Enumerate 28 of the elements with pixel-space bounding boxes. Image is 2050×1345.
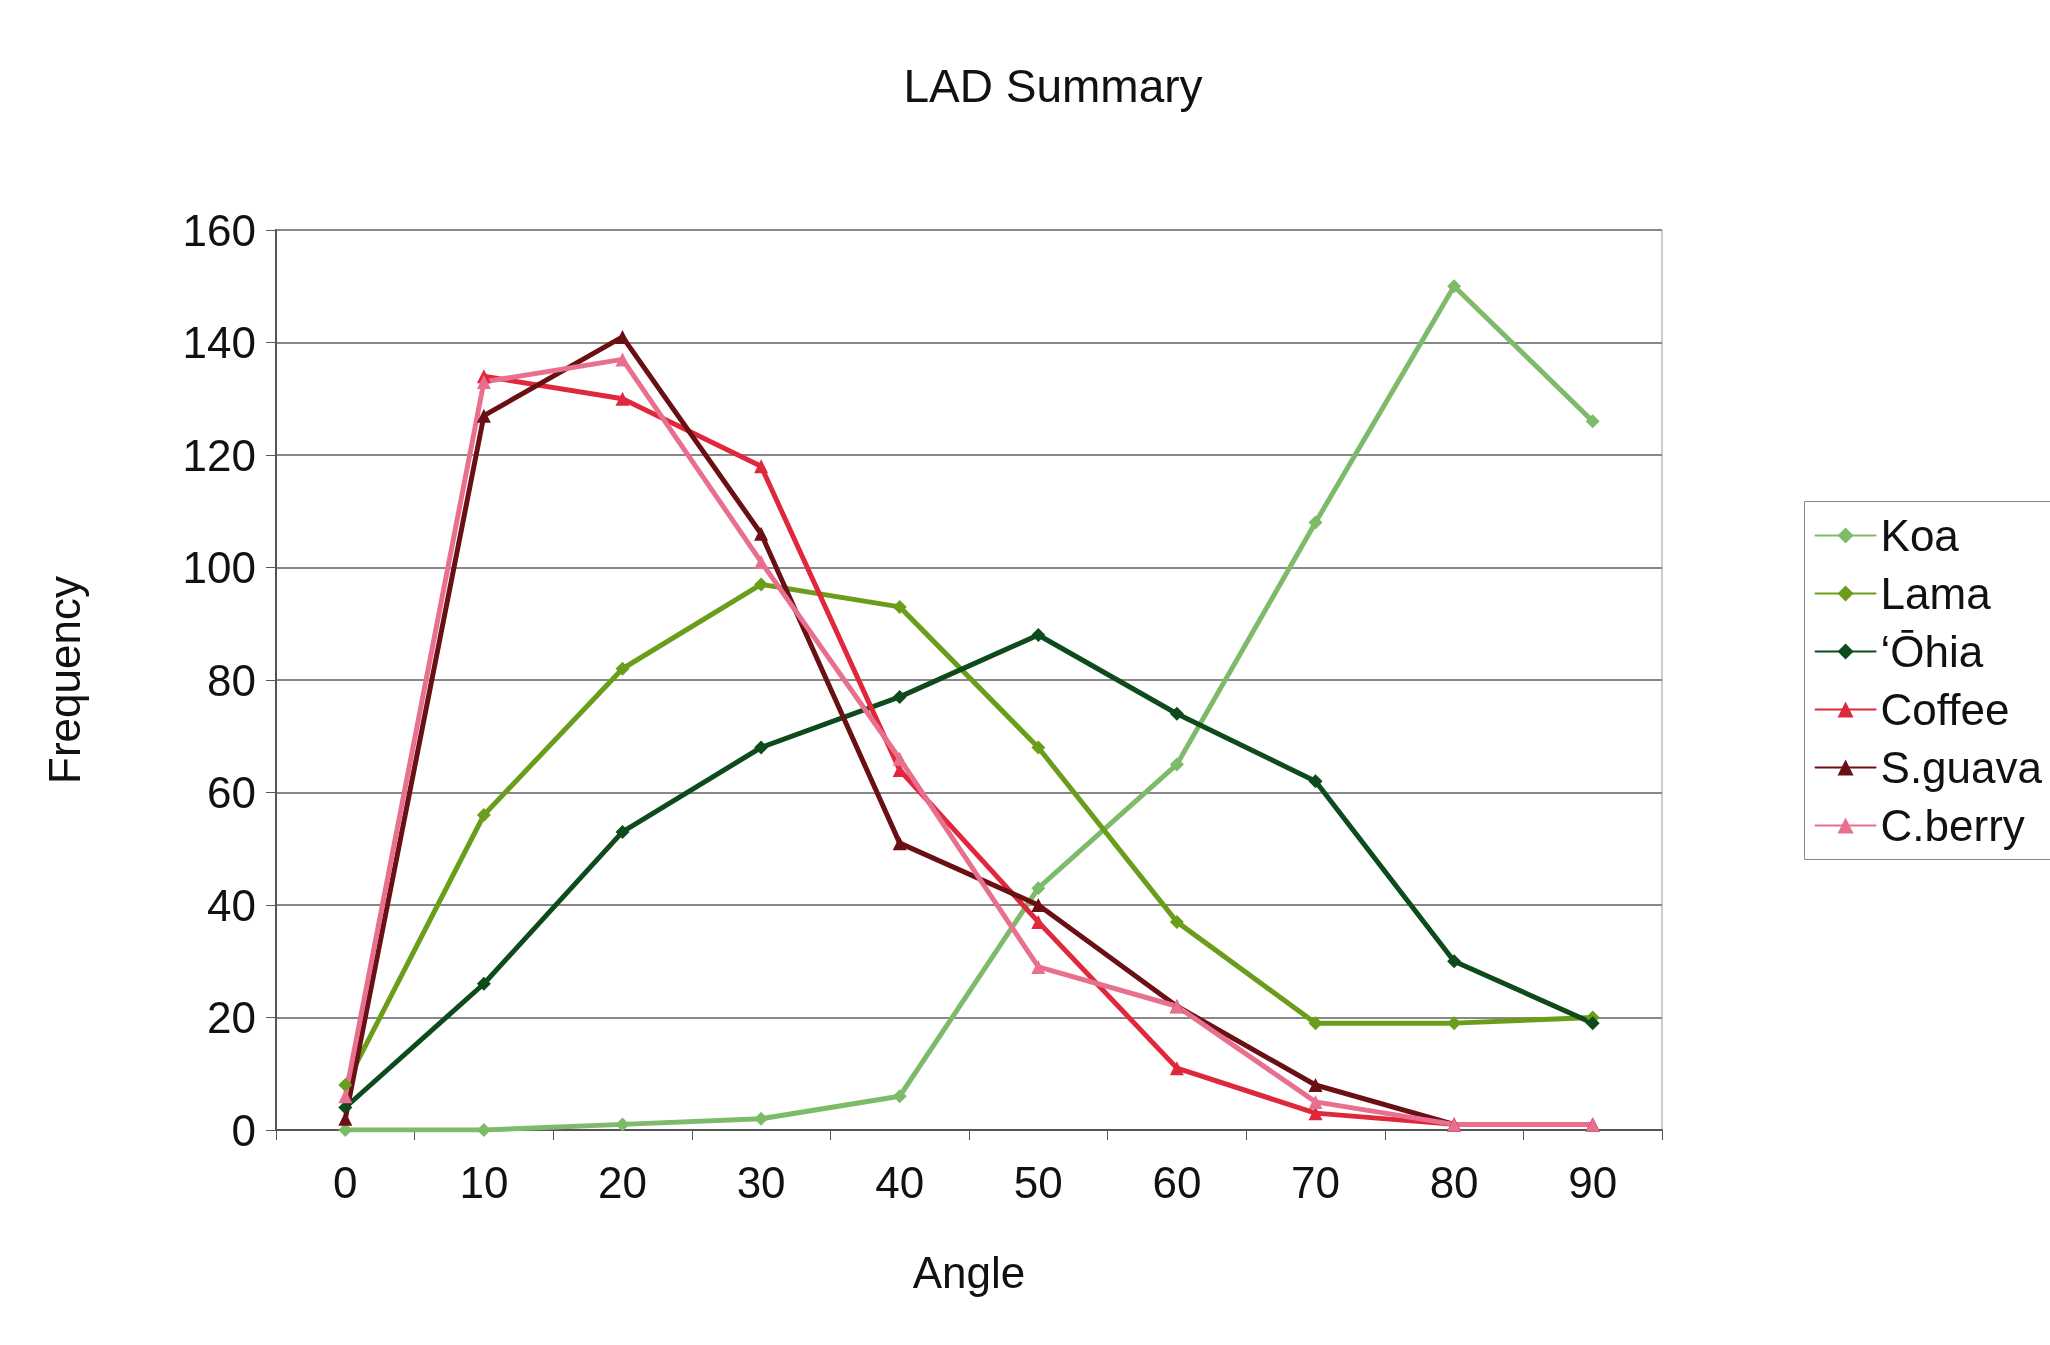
legend-label: S.guava xyxy=(1880,743,2043,792)
y-tick-label: 0 xyxy=(231,1105,256,1155)
x-tick-label: 90 xyxy=(1568,1157,1618,1207)
y-tick-label: 160 xyxy=(182,205,256,255)
x-tick-label: 40 xyxy=(875,1157,925,1207)
x-tick-label: 70 xyxy=(1291,1157,1340,1207)
x-tick-label: 0 xyxy=(333,1157,358,1207)
y-tick-label: 20 xyxy=(207,993,256,1042)
x-tick-label: 10 xyxy=(459,1157,509,1207)
x-tick-label: 30 xyxy=(736,1157,786,1207)
x-tick-label: 60 xyxy=(1152,1157,1202,1207)
x-tick-label: 80 xyxy=(1429,1157,1479,1207)
legend-label: C.berry xyxy=(1880,801,2025,850)
chart-title: LAD Summary xyxy=(903,60,1203,112)
y-axis-title: Frequency xyxy=(39,576,89,784)
y-tick-label: 60 xyxy=(207,768,256,817)
legend-label: Coffee xyxy=(1880,685,2010,734)
y-tick-label: 100 xyxy=(182,543,256,592)
legend-label: ‘Ōhia xyxy=(1880,627,1984,676)
legend-label: Lama xyxy=(1880,569,1992,618)
y-tick-label: 40 xyxy=(207,880,256,930)
y-tick-label: 120 xyxy=(182,430,256,480)
y-tick-label: 80 xyxy=(207,655,256,705)
x-tick-label: 20 xyxy=(598,1157,647,1207)
legend-label: Koa xyxy=(1880,511,1960,560)
x-tick-label: 50 xyxy=(1013,1157,1063,1207)
y-tick-label: 140 xyxy=(182,318,256,367)
x-axis-title: Angle xyxy=(912,1247,1026,1297)
